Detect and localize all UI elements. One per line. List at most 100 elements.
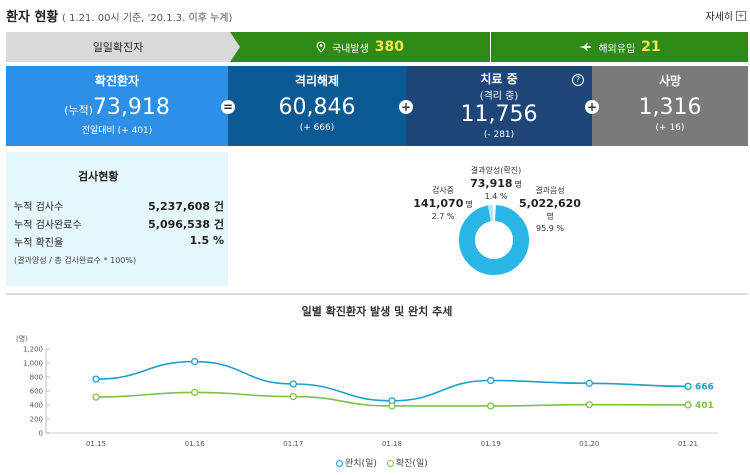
domestic-value: 380: [374, 39, 405, 55]
negative-value: 5,022,620: [519, 197, 581, 210]
testing-pct: 2.7 %: [432, 212, 455, 221]
released-card: 격리해제 60,846 (+ 666): [228, 66, 406, 146]
overseas-value: 21: [641, 39, 661, 55]
data-point: [191, 357, 199, 366]
data-point: [191, 388, 199, 397]
negative-pct: 95.9 %: [536, 224, 564, 233]
daily-confirmed-label: 일일확진자: [6, 32, 230, 62]
negative-unit: 명: [546, 211, 553, 221]
data-point: [585, 379, 593, 387]
plus-icon: +: [399, 100, 413, 114]
data-point: [92, 393, 100, 401]
test-row: 누적 검사완료수 5,096,538 건: [14, 216, 224, 232]
location-pin-icon: [316, 41, 326, 53]
chart-legend: 완치(일) 확진(일): [336, 456, 428, 469]
testing-label: 검사중: [432, 185, 454, 195]
y-tick-label: 0: [39, 430, 43, 438]
test-row-label: 누적 검사수: [14, 202, 64, 213]
data-point: [92, 375, 100, 383]
end-value-label: 666: [695, 382, 714, 392]
legend-label: 완치(일): [345, 459, 377, 469]
data-point: [684, 382, 692, 391]
help-icon[interactable]: ?: [572, 74, 584, 86]
y-tick-label: 1,000: [23, 360, 43, 368]
test-status-panel: 검사현황 누적 검사수 5,237,608 건 누적 검사완료수 5,096,5…: [6, 152, 748, 286]
x-tick-label: 01.16: [185, 440, 206, 448]
legend-marker-icon: [386, 460, 394, 467]
treatment-card: 치료 중 (격리 중) 11,756 (- 281) ?: [406, 66, 592, 146]
legend-marker-icon: [336, 460, 343, 467]
data-point: [684, 401, 692, 409]
page-subtitle: ( 1.21. 00시 기준, '20.1.3. 이후 누계): [62, 13, 233, 24]
domestic-label: 국내발생: [331, 43, 369, 55]
confirmed-card: 확진환자 (누적)73,918 전일대비 (+ 401): [6, 66, 228, 146]
legend-item-confirmed[interactable]: 확진(일): [386, 456, 428, 469]
detail-link[interactable]: 자세히 +: [705, 8, 746, 23]
legend-item-recovered[interactable]: 완치(일): [336, 456, 377, 469]
y-tick-label: 200: [30, 416, 43, 424]
positive-value: 73,918 명: [470, 177, 522, 190]
positive-label: 결과양성(확진): [471, 165, 521, 175]
test-row: 누적 확진율 1.5 %: [14, 234, 224, 249]
x-tick-label: 01.21: [678, 440, 698, 448]
page-title: 환자 현황: [6, 10, 59, 25]
equals-icon: =: [221, 100, 235, 114]
data-point: [289, 392, 297, 401]
data-point: [585, 401, 593, 409]
x-tick-label: 01.18: [382, 440, 402, 448]
positive-pct: 1.4 %: [485, 192, 508, 201]
released-change: (+ 666): [299, 123, 335, 133]
y-tick-label: 1,200: [23, 346, 43, 354]
test-row: 누적 검사수 5,237,608 건: [14, 198, 224, 214]
death-change: (+ 16): [655, 123, 685, 133]
legend-label: 확진(일): [395, 459, 428, 469]
negative-label: 결과음성: [535, 185, 564, 195]
confirmed-value: 73,918: [92, 95, 170, 120]
test-note: (결과양성 / 총 검사완료수 * 100%): [14, 256, 137, 265]
confirmed-prefix: (누적): [64, 104, 93, 117]
test-row-value: 5,237,608 건: [148, 200, 224, 213]
header-bar: 환자 현황 ( 1.21. 00시 기준, '20.1.3. 이후 누계) 자세…: [0, 0, 750, 30]
death-card: 사망 1,316 (+ 16): [592, 66, 748, 146]
test-row-value: 5,096,538 건: [148, 218, 224, 231]
testing-value: 141,070 명: [413, 197, 472, 210]
x-tick-label: 01.15: [86, 440, 106, 448]
confirmed-value-line: (누적)73,918: [6, 95, 228, 120]
data-point: [487, 376, 495, 385]
trend-chart-panel: 일별 확진환자 발생 및 완치 추세 (명) 0 200 400 600 800 1,000…: [6, 293, 748, 475]
airplane-icon: [579, 43, 592, 51]
x-tick-label: 01.20: [579, 440, 599, 448]
treatment-label: 치료 중: [480, 72, 518, 86]
test-summary: 검사현황 누적 검사수 5,237,608 건 누적 검사완료수 5,096,5…: [6, 152, 228, 286]
plus-icon-2: +: [585, 100, 599, 114]
y-tick-label: 400: [30, 402, 43, 410]
released-label: 격리해제: [294, 74, 340, 88]
chart-title: 일별 확진환자 발생 및 완치 추세: [301, 305, 453, 318]
y-tick-label: 600: [30, 388, 43, 396]
death-label: 사망: [658, 74, 682, 88]
daily-confirmed-row: 일일확진자 국내발생 380 해외유입 21: [6, 32, 748, 62]
x-tick-label: 01.19: [481, 440, 501, 448]
detail-label: 자세히: [705, 12, 733, 23]
death-value: 1,316: [638, 95, 702, 120]
series-line: [95, 360, 689, 402]
treatment-change: (- 281): [483, 130, 515, 140]
overseas-label: 해외유입: [598, 43, 636, 55]
test-row-value: 1.5 %: [189, 234, 224, 247]
y-axis-label: (명): [16, 334, 28, 343]
data-point: [388, 402, 396, 410]
trend-line-chart: (명) 0 200 400 600 800 1,000 1,200 01.15 01.16 01.1…: [16, 334, 718, 448]
stats-row: 확진환자 (누적)73,918 전일대비 (+ 401) = 격리해제 60,8…: [6, 66, 748, 146]
data-point: [487, 402, 495, 410]
x-tick-label: 01.17: [283, 440, 303, 448]
treatment-value: 11,756: [460, 102, 538, 127]
test-row-label: 누적 검사완료수: [14, 220, 82, 231]
end-value-label: 401: [695, 401, 714, 411]
confirmed-label: 확진환자: [94, 74, 140, 88]
test-row-label: 누적 확진율: [14, 238, 64, 249]
confirmed-change: 전일대비 (+ 401): [81, 126, 153, 136]
test-title: 검사현황: [78, 170, 119, 183]
data-point: [289, 380, 297, 388]
released-value: 60,846: [278, 95, 356, 120]
treatment-sublabel: (격리 중): [479, 91, 519, 102]
